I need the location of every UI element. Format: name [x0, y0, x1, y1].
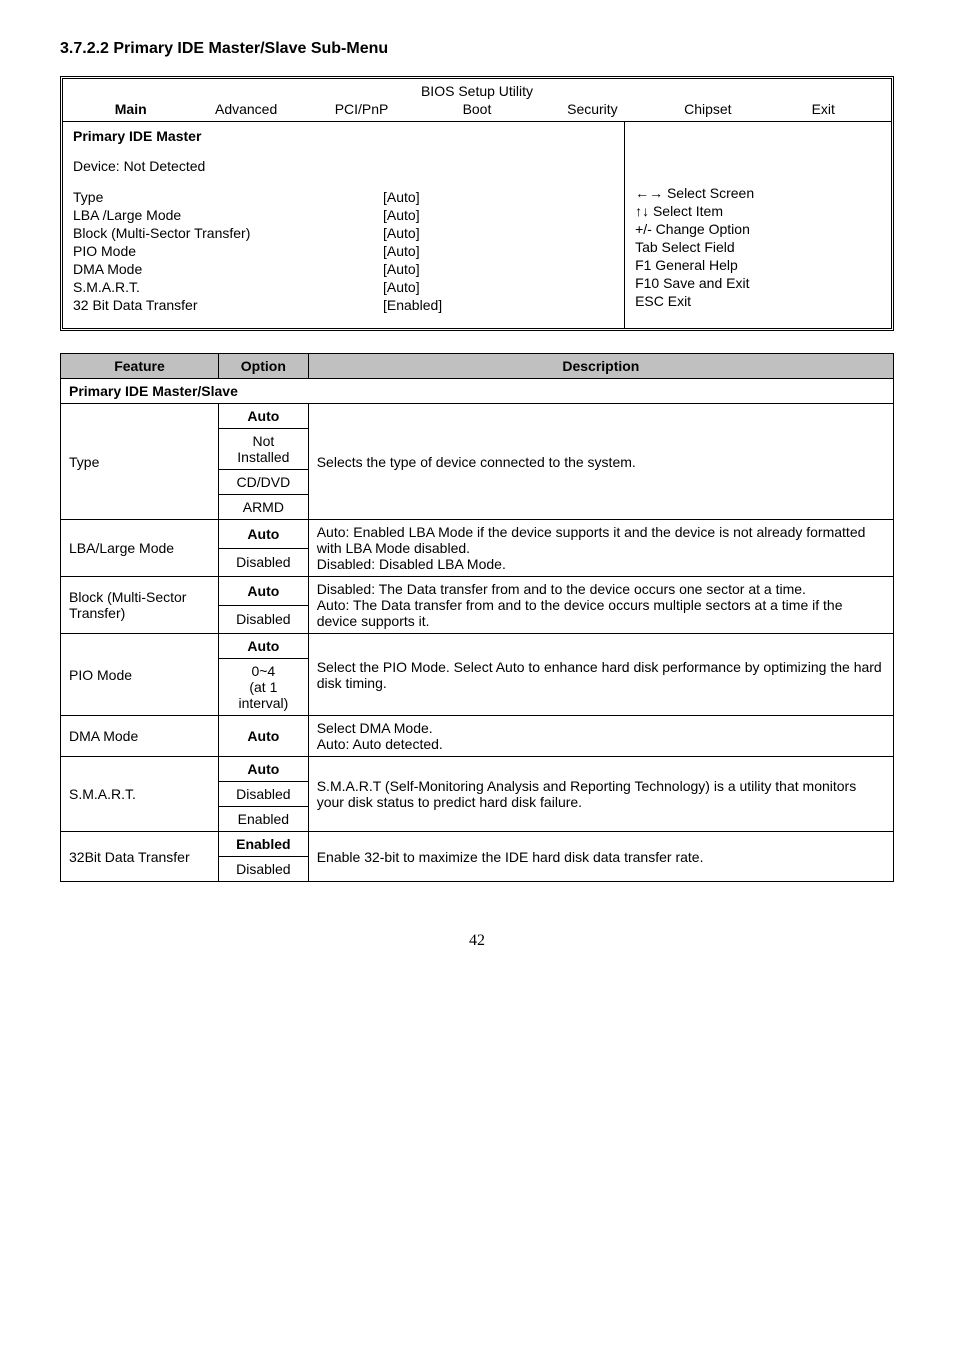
bios-setting-row: LBA /Large Mode[Auto] [73, 206, 493, 224]
bios-menu-pcipnp: PCI/PnP [304, 101, 419, 117]
desc-cell: Select DMA Mode. Auto: Auto detected. [308, 716, 893, 757]
feature-cell: PIO Mode [61, 634, 219, 716]
option-cell: Auto [218, 716, 308, 757]
option-cell: Auto [218, 757, 308, 782]
table-section-head: Primary IDE Master/Slave [61, 379, 894, 404]
bios-menu-main: Main [73, 101, 188, 117]
bios-setting-row: S.M.A.R.T.[Auto] [73, 278, 493, 296]
bios-menu-security: Security [535, 101, 650, 117]
col-description: Description [308, 354, 893, 379]
bios-setting-row: DMA Mode[Auto] [73, 260, 493, 278]
feature-cell: Block (Multi-Sector Transfer) [61, 577, 219, 634]
bios-help-line: Tab Select Field [635, 238, 881, 256]
option-cell: Enabled [218, 832, 308, 857]
option-cell: Auto [218, 634, 308, 659]
bios-device-line: Device: Not Detected [73, 158, 614, 174]
bios-menu-advanced: Advanced [188, 101, 303, 117]
bios-help-line: +/- Change Option [635, 220, 881, 238]
bios-help-line: F10 Save and Exit [635, 274, 881, 292]
bios-help-line: ESC Exit [635, 292, 881, 310]
feature-cell: Type [61, 404, 219, 520]
bios-setting-row: PIO Mode[Auto] [73, 242, 493, 260]
option-cell: Not Installed [218, 429, 308, 470]
bios-heading: Primary IDE Master [73, 128, 614, 144]
bios-menu-boot: Boot [419, 101, 534, 117]
feature-cell: DMA Mode [61, 716, 219, 757]
bios-setting-row: 32 Bit Data Transfer[Enabled] [73, 296, 493, 314]
option-cell: Disabled [218, 548, 308, 577]
page-number: 42 [60, 932, 894, 950]
option-cell: CD/DVD [218, 470, 308, 495]
bios-title: BIOS Setup Utility [63, 79, 891, 99]
desc-cell: Disabled: The Data transfer from and to … [308, 577, 893, 634]
bios-setup-box: BIOS Setup Utility Main Advanced PCI/PnP… [60, 76, 894, 331]
feature-table: Feature Option Description Primary IDE M… [60, 353, 894, 882]
bios-menu-exit: Exit [766, 101, 881, 117]
option-cell: Disabled [218, 782, 308, 807]
bios-menu-bar: Main Advanced PCI/PnP Boot Security Chip… [63, 99, 891, 121]
desc-cell: Auto: Enabled LBA Mode if the device sup… [308, 520, 893, 577]
option-cell: Auto [218, 577, 308, 606]
feature-cell: S.M.A.R.T. [61, 757, 219, 832]
bios-help-line: ↑↓ Select Item [635, 202, 881, 220]
feature-cell: LBA/Large Mode [61, 520, 219, 577]
desc-cell: Enable 32-bit to maximize the IDE hard d… [308, 832, 893, 882]
bios-setting-row: Block (Multi-Sector Transfer)[Auto] [73, 224, 493, 242]
col-feature: Feature [61, 354, 219, 379]
bios-help-pane: ←→ Select Screen ↑↓ Select Item +/- Chan… [624, 122, 891, 328]
desc-cell: Selects the type of device connected to … [308, 404, 893, 520]
desc-cell: S.M.A.R.T (Self-Monitoring Analysis and … [308, 757, 893, 832]
option-cell: Disabled [218, 857, 308, 882]
bios-help-line: F1 General Help [635, 256, 881, 274]
col-option: Option [218, 354, 308, 379]
section-title: 3.7.2.2 Primary IDE Master/Slave Sub-Men… [60, 40, 894, 58]
option-cell: Disabled [218, 605, 308, 634]
bios-left-pane: Primary IDE Master Device: Not Detected … [63, 122, 624, 328]
option-cell: Enabled [218, 807, 308, 832]
bios-setting-row: Type[Auto] [73, 188, 493, 206]
option-cell: 0~4 (at 1 interval) [218, 659, 308, 716]
bios-help-line: ←→ Select Screen [635, 184, 881, 202]
option-cell: ARMD [218, 495, 308, 520]
desc-cell: Select the PIO Mode. Select Auto to enha… [308, 634, 893, 716]
feature-cell: 32Bit Data Transfer [61, 832, 219, 882]
option-cell: Auto [218, 404, 308, 429]
option-cell: Auto [218, 520, 308, 549]
bios-menu-chipset: Chipset [650, 101, 765, 117]
